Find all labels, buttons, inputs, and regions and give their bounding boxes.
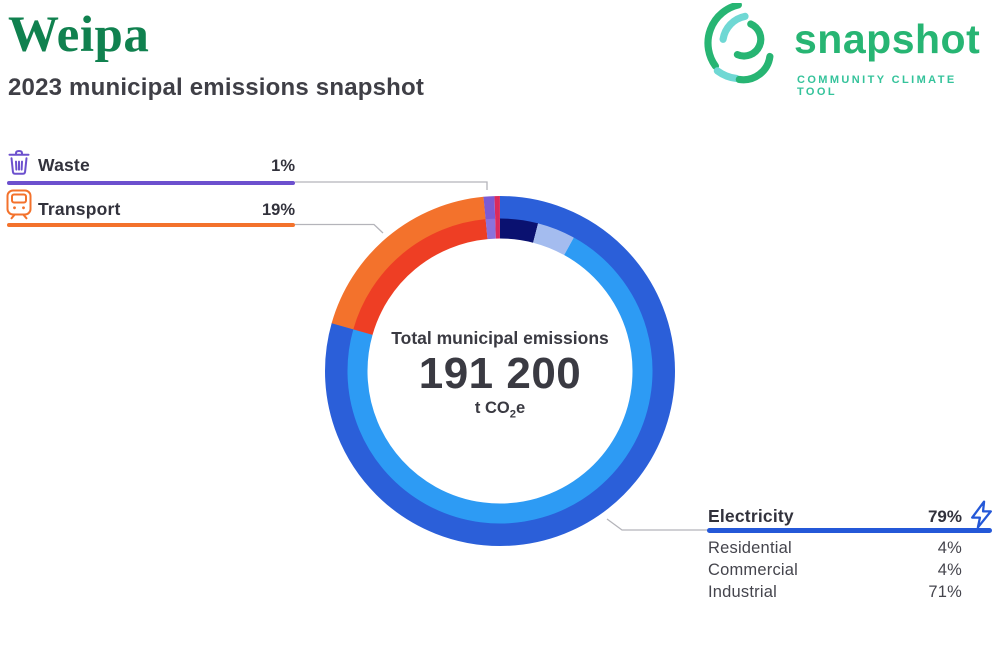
- electricity-callout: Electricity 79%: [708, 506, 962, 527]
- snapshot-tagline: COMMUNITY CLIMATE TOOL: [797, 74, 957, 98]
- electricity-bolt-icon: [971, 500, 992, 529]
- page-subtitle: 2023 municipal emissions snapshot: [8, 74, 425, 101]
- industrial-value: 71%: [928, 583, 962, 601]
- electricity-label: Electricity: [708, 506, 794, 526]
- donut-segment-electricity: [325, 196, 675, 546]
- total-emissions-unit: t CO2e: [474, 399, 526, 421]
- waste-label: Waste: [38, 155, 90, 175]
- donut-center-text: Total municipal emissions 191 200 t CO2e: [350, 328, 650, 421]
- industrial-label: Industrial: [708, 583, 777, 601]
- waste-underline: [7, 181, 295, 185]
- breakdown-row-residential: Residential 4%: [708, 539, 962, 561]
- transport-underline: [7, 223, 295, 227]
- waste-leader-line: [295, 181, 488, 190]
- total-emissions-label: Total municipal emissions: [391, 328, 609, 348]
- commercial-value: 4%: [937, 561, 962, 579]
- waste-trash-icon: [8, 150, 30, 175]
- waste-value: 1%: [271, 157, 295, 175]
- donut-outer-ring: [325, 196, 675, 546]
- total-emissions-value: 191 200: [418, 349, 582, 398]
- waste-callout: Waste 1%: [38, 155, 295, 176]
- page-title: Weipa: [8, 7, 150, 63]
- donut-segment-transport: [347, 218, 653, 524]
- snapshot-wordmark: snapshot: [794, 16, 981, 62]
- transport-label: Transport: [38, 199, 121, 219]
- breakdown-row-commercial: Commercial 4%: [708, 561, 962, 583]
- transport-train-icon: [6, 189, 32, 220]
- breakdown-row-industrial: Industrial 71%: [708, 583, 962, 605]
- commercial-label: Commercial: [708, 561, 799, 579]
- electricity-value: 79%: [927, 507, 962, 526]
- electricity-breakdown: Residential 4% Commercial 4% Industrial …: [708, 539, 962, 605]
- electricity-underline: [707, 528, 992, 533]
- donut-segment-sliver: [325, 196, 675, 546]
- residential-label: Residential: [708, 539, 792, 557]
- donut-segment-electricity-residential: [347, 218, 653, 524]
- snapshot-logo-icon: [704, 3, 774, 84]
- donut-segment-electricity-commercial: [347, 218, 653, 524]
- transport-value: 19%: [261, 201, 295, 219]
- emissions-donut-chart: [325, 196, 675, 546]
- transport-callout: Transport 19%: [38, 199, 295, 220]
- residential-value: 4%: [937, 539, 962, 557]
